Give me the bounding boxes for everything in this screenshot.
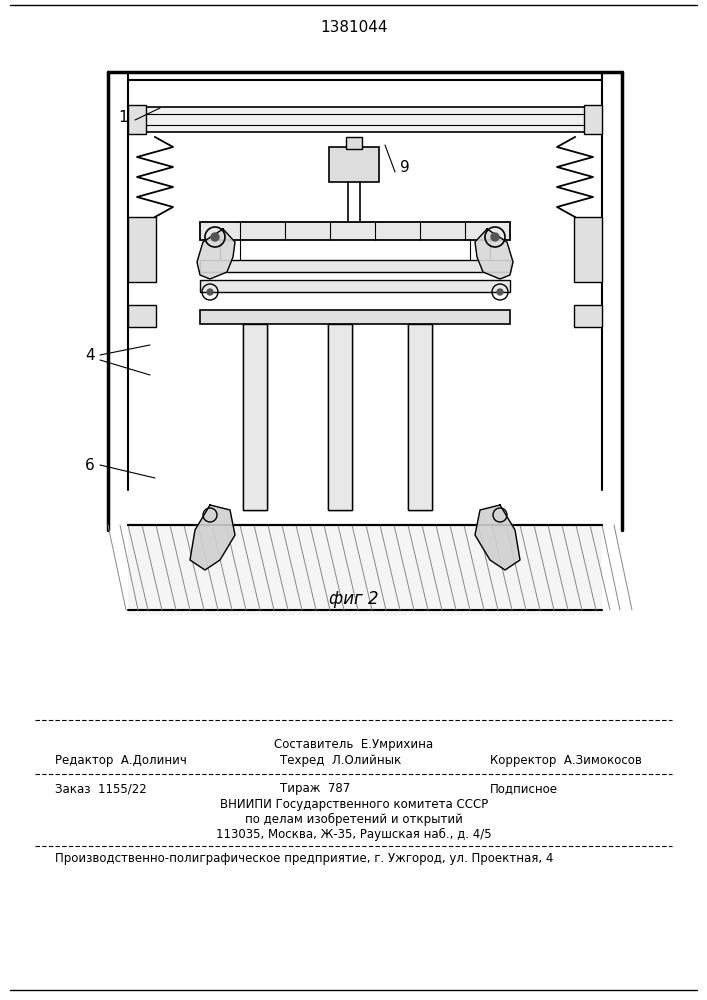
Text: Техред  Л.Олийнык: Техред Л.Олийнык <box>280 754 402 767</box>
Circle shape <box>497 289 503 295</box>
Text: Корректор  А.Зимокосов: Корректор А.Зимокосов <box>490 754 642 767</box>
Bar <box>328 324 352 510</box>
Bar <box>408 324 432 510</box>
Text: ВНИИПИ Государственного комитета СССР: ВНИИПИ Государственного комитета СССР <box>220 798 488 811</box>
Text: Тираж  787: Тираж 787 <box>280 782 350 795</box>
Bar <box>329 147 379 182</box>
Polygon shape <box>475 229 513 279</box>
Text: 113035, Москва, Ж-35, Раушская наб., д. 4/5: 113035, Москва, Ж-35, Раушская наб., д. … <box>216 828 492 841</box>
Text: Подписное: Подписное <box>490 782 558 795</box>
Bar <box>200 310 510 324</box>
Bar <box>200 260 510 272</box>
Bar <box>328 324 352 510</box>
Bar <box>200 222 510 240</box>
Bar <box>574 305 602 327</box>
Text: 4: 4 <box>86 348 95 362</box>
Bar <box>200 280 510 292</box>
Polygon shape <box>190 505 235 570</box>
Polygon shape <box>475 505 520 570</box>
Bar <box>243 324 267 510</box>
Bar <box>128 107 602 132</box>
Bar <box>128 217 156 282</box>
Bar <box>584 105 602 134</box>
Text: Составитель  Е.Умрихина: Составитель Е.Умрихина <box>274 738 433 751</box>
Bar <box>408 324 432 510</box>
Bar <box>128 105 146 134</box>
Bar <box>128 305 156 327</box>
Text: по делам изобретений и открытий: по делам изобретений и открытий <box>245 813 463 826</box>
Bar <box>346 137 362 149</box>
Text: 1: 1 <box>118 110 128 125</box>
Circle shape <box>491 233 499 241</box>
Circle shape <box>207 289 213 295</box>
Bar <box>243 324 267 510</box>
Bar <box>128 525 602 615</box>
Text: Редактор  А.Долинич: Редактор А.Долинич <box>55 754 187 767</box>
Text: 9: 9 <box>400 160 410 176</box>
Text: 6: 6 <box>86 458 95 473</box>
Circle shape <box>211 233 219 241</box>
Polygon shape <box>197 229 235 279</box>
Bar <box>190 526 520 609</box>
Text: фиг 2: фиг 2 <box>329 590 379 608</box>
Text: Заказ  1155/22: Заказ 1155/22 <box>55 782 147 795</box>
Bar <box>574 217 602 282</box>
Text: Производственно-полиграфическое предприятие, г. Ужгород, ул. Проектная, 4: Производственно-полиграфическое предприя… <box>55 852 554 865</box>
Text: 1381044: 1381044 <box>320 20 387 35</box>
